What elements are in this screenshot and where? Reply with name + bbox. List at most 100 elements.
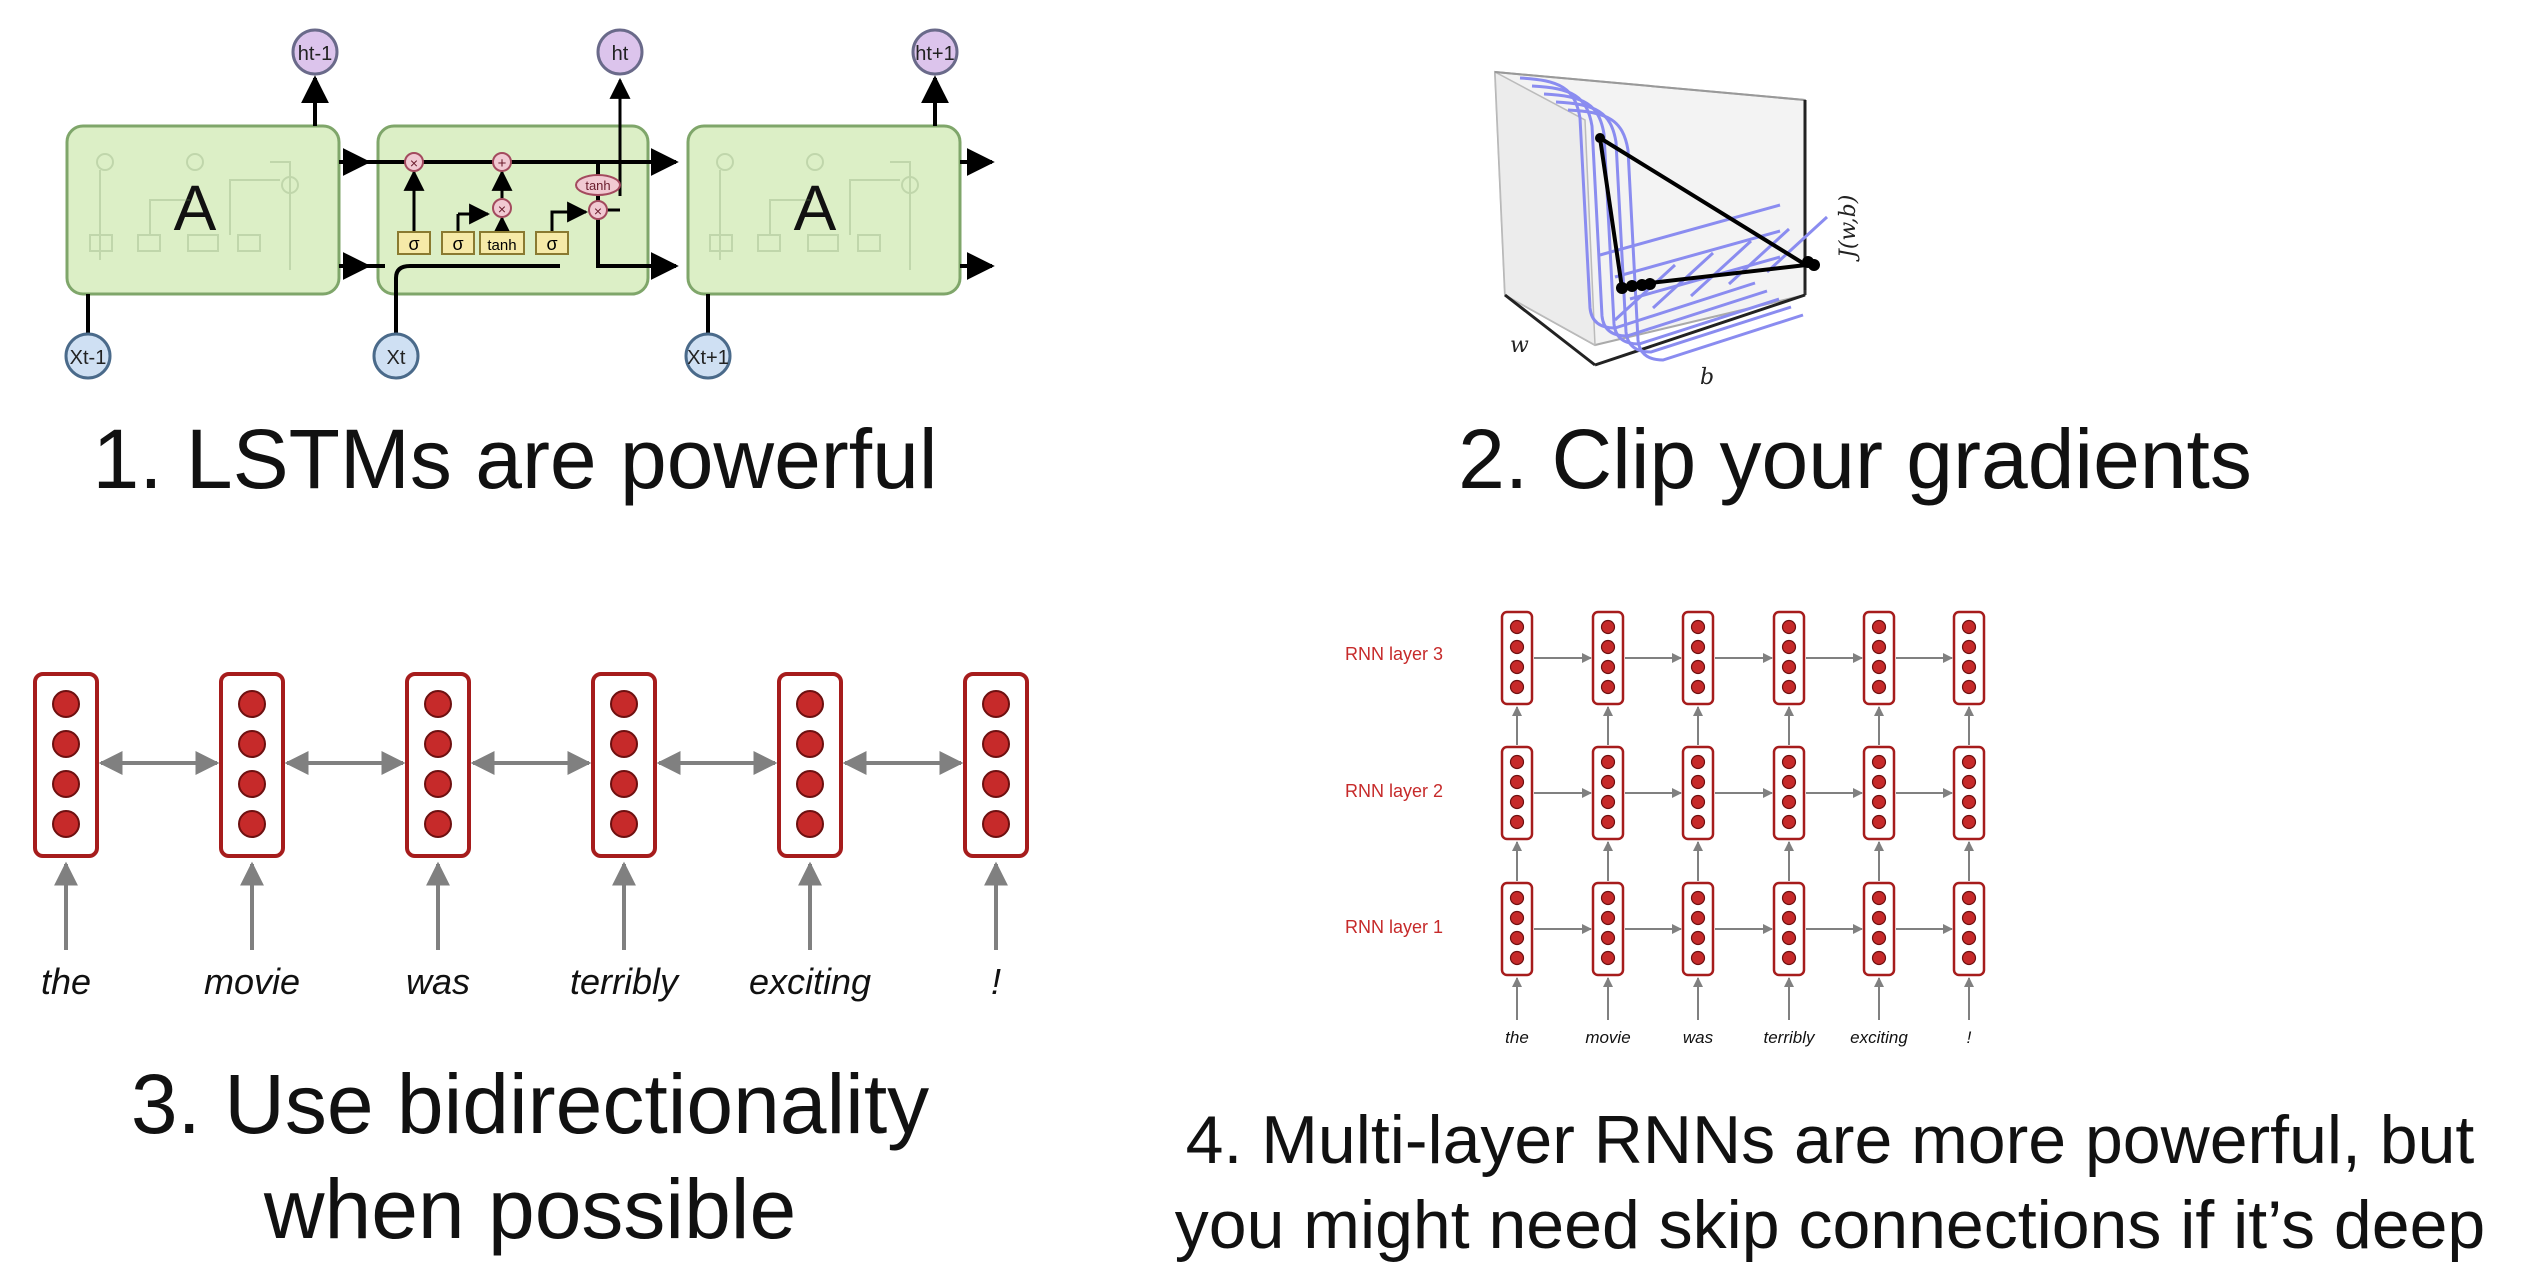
bidir-neuron: [796, 730, 824, 758]
bidir-cell: [591, 672, 657, 858]
path-point-1: [1616, 282, 1628, 294]
multi-neuron: [1871, 774, 1887, 790]
lstm-cell-left-internals: [89, 153, 299, 270]
bidir-neuron: [982, 690, 1010, 718]
multi-cell-box: [1500, 881, 1534, 977]
bidir-column-3: was: [405, 672, 471, 1002]
multi-cell: [1772, 881, 1806, 977]
path-point-2: [1626, 280, 1638, 292]
bidir-word: was: [406, 961, 470, 1002]
multi-cell: [1862, 745, 1896, 841]
lstm-gate-input-label: σ: [452, 234, 463, 254]
multi-cell-box: [1952, 745, 1986, 841]
bidir-neuron: [982, 770, 1010, 798]
caption-bidir-2: when possible: [263, 1162, 797, 1256]
multi-neuron: [1509, 950, 1525, 966]
lstm-input-node-2: Xt: [372, 332, 420, 380]
bidir-cell: [219, 672, 285, 858]
multi-neuron: [1690, 910, 1706, 926]
bidir-column-6: !: [963, 672, 1029, 1002]
bidir-cell: [33, 672, 99, 858]
bidir-column-4: terribly: [570, 672, 680, 1002]
surface-grid-h2: [1614, 229, 1781, 279]
bidir-neuron: [238, 810, 266, 838]
svg-text:Xt+1: Xt+1: [687, 347, 729, 369]
bidir-neuron: [52, 690, 80, 718]
bidir-cell: [405, 672, 471, 858]
multi-neuron: [1781, 774, 1797, 790]
multi-cell-box: [1772, 610, 1806, 706]
multi-neuron: [1690, 950, 1706, 966]
multi-word: the: [1505, 1028, 1529, 1047]
multi-neuron: [1509, 814, 1525, 830]
lstm-input-node-3: Xt+1: [684, 332, 732, 380]
multi-neuron: [1871, 659, 1887, 675]
bidir-neuron: [982, 810, 1010, 838]
multi-cell-box: [1500, 745, 1534, 841]
axis-label-b: b: [1700, 365, 1714, 390]
path-point-4: [1644, 278, 1656, 290]
lstm-op-add-label: +: [498, 155, 507, 172]
multi-neuron: [1871, 890, 1887, 906]
bidir-neuron: [424, 810, 452, 838]
multi-cell-box: [1681, 610, 1715, 706]
multi-neuron: [1690, 794, 1706, 810]
lstm-output-node-2: ht: [596, 28, 644, 76]
lstm-op-forget-mult: [404, 152, 424, 172]
layer-label-1: RNN layer 1: [1345, 917, 1443, 937]
multi-neuron: [1600, 619, 1616, 635]
surface-line-5: [1567, 108, 1804, 362]
multi-cell: [1500, 745, 1534, 841]
bidir-neuron: [52, 730, 80, 758]
multi-neuron: [1871, 639, 1887, 655]
lstm-cell-middle-internals: σ σ tanh σ × + × × tanh: [340, 77, 679, 290]
multi-cell: [1500, 610, 1534, 706]
multi-neuron: [1961, 910, 1977, 926]
multi-neuron: [1781, 814, 1797, 830]
multi-neuron: [1781, 890, 1797, 906]
bidir-column-2: movie: [204, 672, 300, 1002]
multi-neuron: [1600, 774, 1616, 790]
multi-neuron: [1509, 619, 1525, 635]
multi-cell: [1862, 881, 1896, 977]
multi-cell: [1952, 610, 1986, 706]
multi-neuron: [1781, 754, 1797, 770]
multi-cell-box: [1681, 745, 1715, 841]
lstm-output-node-1: ht-1: [291, 28, 339, 76]
multi-neuron: [1600, 950, 1616, 966]
multi-word: terribly: [1763, 1028, 1816, 1047]
multi-neuron: [1509, 659, 1525, 675]
bidir-word: terribly: [570, 961, 680, 1002]
lstm-cell-right-label: A: [794, 172, 837, 244]
bidir-cell: [777, 672, 843, 858]
lstm-op-output-mult: [588, 200, 608, 220]
lstm-cell-right-internals: [709, 153, 919, 270]
multi-neuron: [1600, 890, 1616, 906]
bidir-neuron: [610, 810, 638, 838]
multi-cell-box: [1862, 610, 1896, 706]
multi-neuron: [1600, 794, 1616, 810]
multi-cell: [1952, 881, 1986, 977]
multi-neuron: [1961, 890, 1977, 906]
path-point-7: [1595, 133, 1605, 143]
multi-neuron: [1509, 890, 1525, 906]
bidir-neuron: [796, 810, 824, 838]
multi-neuron: [1781, 659, 1797, 675]
lstm-op-forget-mult-label: ×: [410, 155, 418, 171]
multi-neuron: [1600, 639, 1616, 655]
multi-cell: [1772, 610, 1806, 706]
axis-label-w: w: [1510, 333, 1529, 358]
multi-neuron: [1961, 950, 1977, 966]
surface-grid-3: [1689, 239, 1753, 298]
multi-neuron: [1871, 930, 1887, 946]
multi-cell-box: [1862, 745, 1896, 841]
multi-neuron: [1781, 679, 1797, 695]
multi-neuron: [1690, 659, 1706, 675]
multi-cell: [1500, 881, 1534, 977]
multi-neuron: [1961, 639, 1977, 655]
multi-cell-box: [1862, 881, 1896, 977]
lstm-cell-left-label: A: [174, 172, 217, 244]
multi-neuron: [1509, 910, 1525, 926]
svg-text:ht-1: ht-1: [298, 43, 332, 65]
